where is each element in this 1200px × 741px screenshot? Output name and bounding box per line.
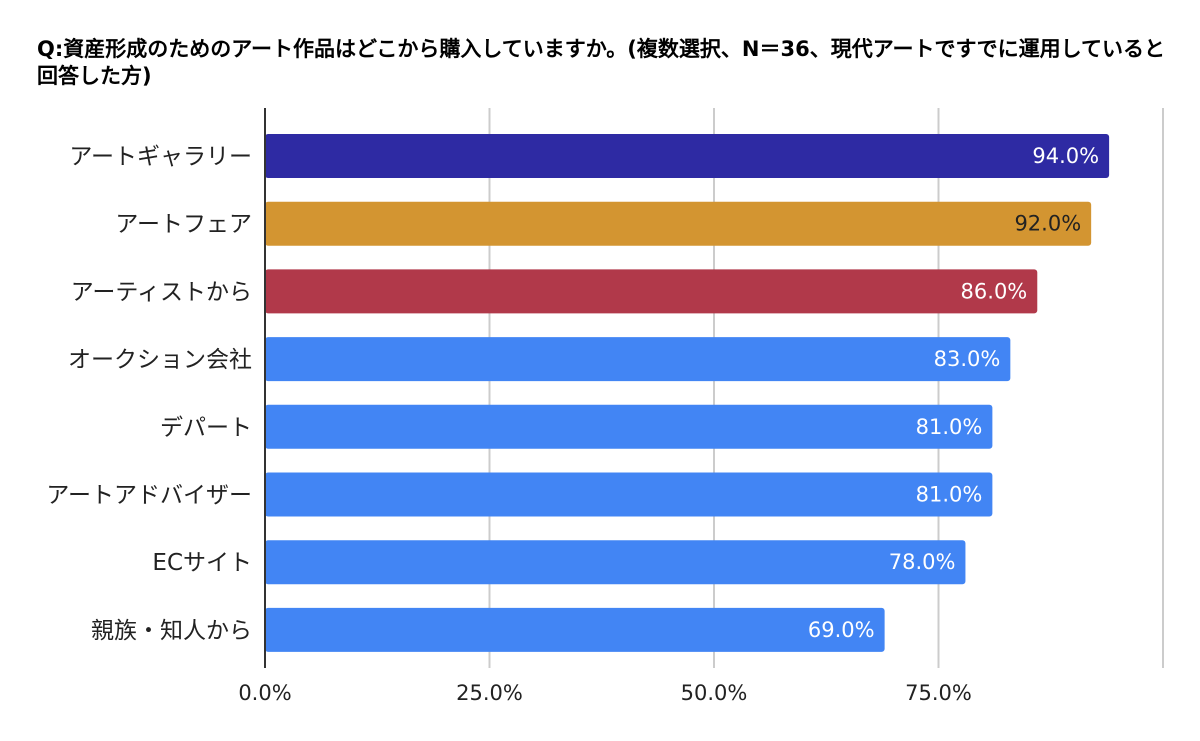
bar: [265, 540, 966, 585]
category-label: アーティストから: [71, 279, 252, 305]
bar: [265, 337, 1011, 382]
category-label: 親族・知人から: [91, 618, 252, 644]
bars-group: 94.0% 92.0% 86.0% 83.0% 81.0% 81.0% 78.0% 69.0%: [265, 134, 1110, 652]
bar-value-label: 92.0%: [1014, 212, 1081, 236]
bar-value-label: 78.0%: [889, 550, 956, 574]
bar: [265, 472, 993, 517]
category-labels: アートギャラリーアートフェアアーティストからオークション会社デパートアートアドバ…: [46, 144, 252, 644]
category-label: デパート: [160, 415, 252, 441]
bar: [265, 201, 1092, 246]
category-label: アートギャラリー: [69, 144, 252, 170]
category-label: ECサイト: [152, 550, 252, 576]
bar-value-label: 81.0%: [916, 415, 983, 439]
bar: [265, 404, 993, 449]
bar: [265, 134, 1110, 178]
bar-value-label: 94.0%: [1032, 144, 1099, 168]
category-label: オークション会社: [68, 347, 252, 373]
bar-value-label: 83.0%: [934, 347, 1001, 371]
x-tick-label: 25.0%: [456, 681, 523, 705]
x-axis-ticks: 0.0% 25.0% 50.0% 75.0%: [238, 681, 972, 705]
x-tick-label: 50.0%: [681, 681, 748, 705]
chart-title: Q:資産形成のためのアート作品はどこから購入していますか。(複数選択、N＝36、…: [37, 37, 1166, 88]
bar: [265, 607, 885, 652]
bar-value-label: 86.0%: [961, 279, 1028, 303]
x-tick-label: 75.0%: [905, 681, 972, 705]
bar-value-label: 81.0%: [916, 483, 983, 507]
category-label: アートアドバイザー: [46, 483, 252, 509]
bar: [265, 269, 1038, 314]
bar-value-label: 69.0%: [808, 618, 875, 642]
x-tick-label: 0.0%: [238, 681, 291, 705]
category-label: アートフェア: [115, 212, 252, 238]
